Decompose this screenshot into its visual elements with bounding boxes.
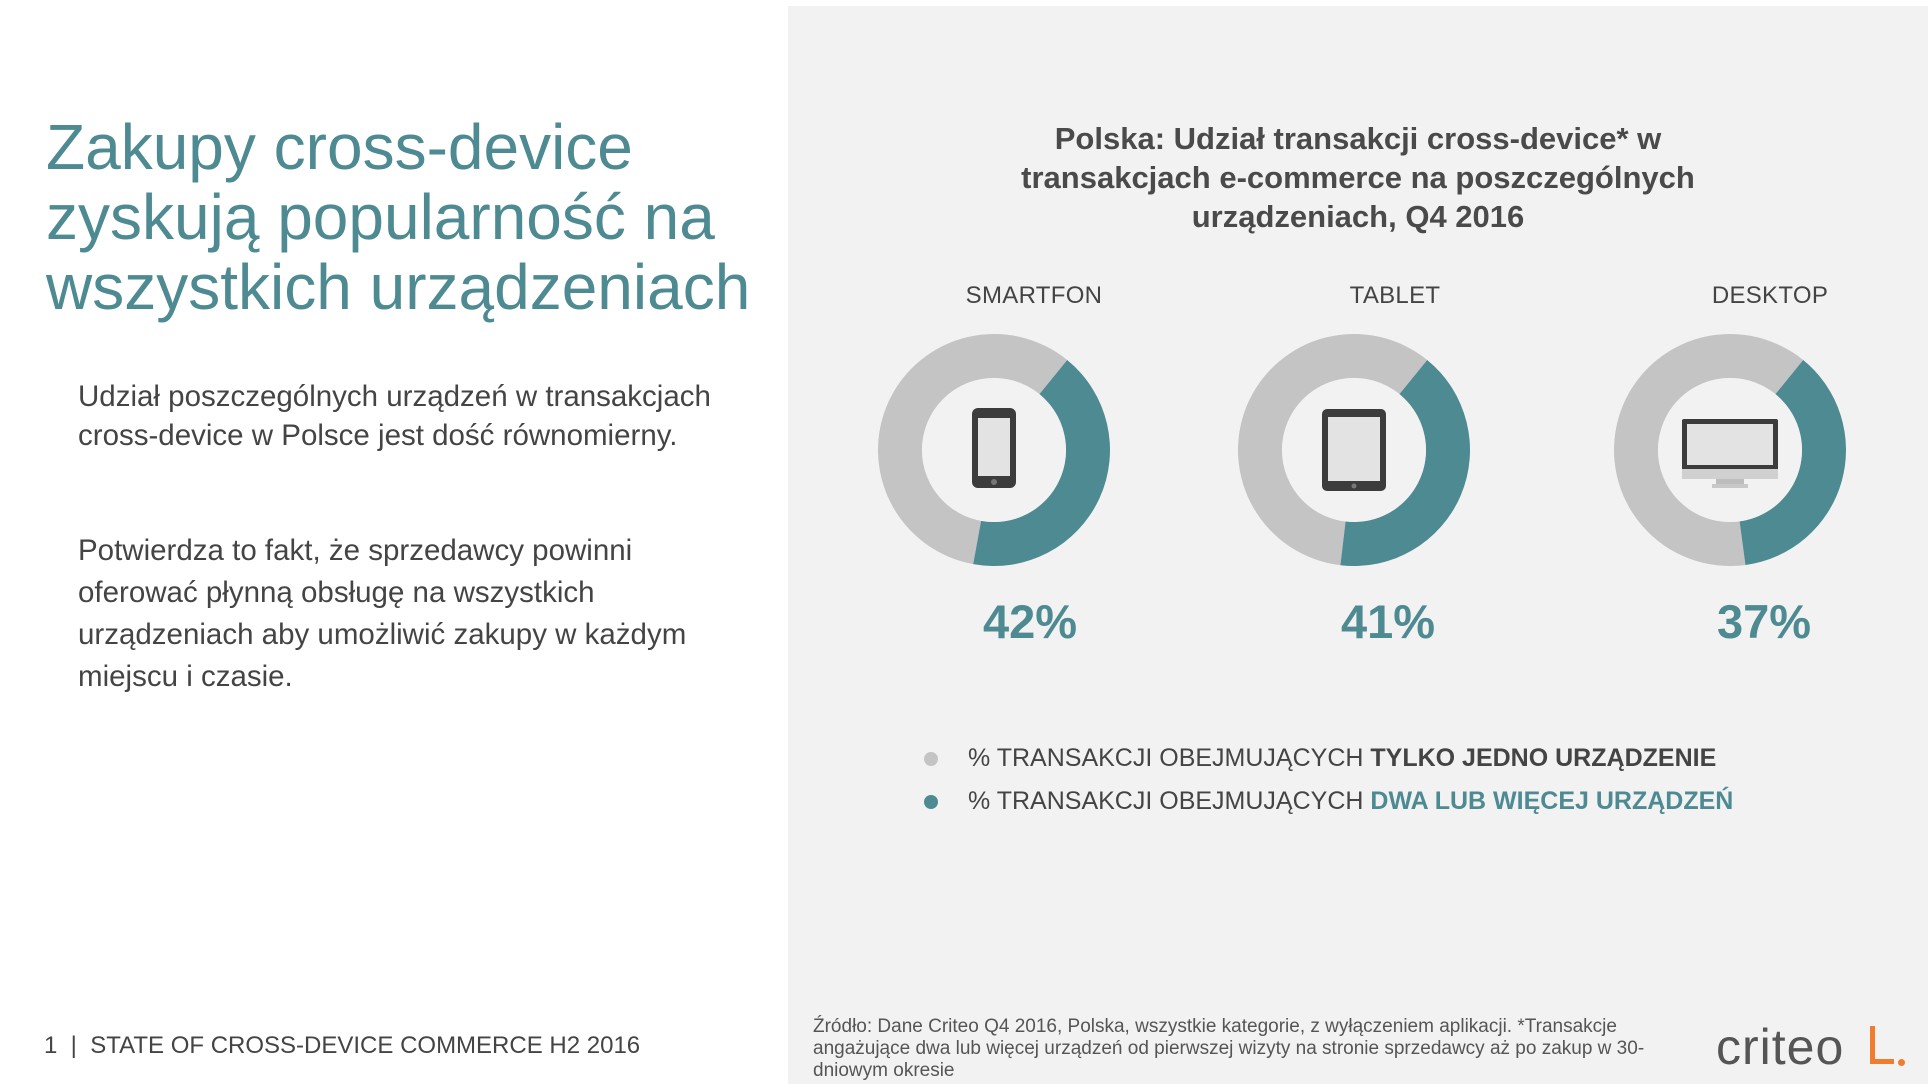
donut-segment-single-smartfon xyxy=(878,333,1068,565)
source-note: Źródło: Dane Criteo Q4 2016, Polska, wsz… xyxy=(813,1016,1645,1081)
conclusion-paragraph: Potwierdza to fakt, że sprzedawcy powinn… xyxy=(78,534,687,693)
desktop-monitor-icon xyxy=(1682,419,1778,488)
chart-title-line-3: urządzeniach, Q4 2016 xyxy=(1191,199,1525,234)
donut-segment-multi-smartfon xyxy=(973,360,1110,566)
headline: Zakupy cross-device zyskują popularność … xyxy=(46,112,786,322)
category-label-tablet: TABLET xyxy=(1349,282,1441,309)
percent-label-smartfon: 42% xyxy=(982,595,1078,648)
percent-label-desktop: 37% xyxy=(1716,595,1812,648)
chart-title: Polska: Udział transakcji cross-device* … xyxy=(788,119,1928,236)
chart-title-line-2: transakcjach e-commerce na poszczególnyc… xyxy=(1021,160,1695,195)
legend-prefix: % TRANSAKCJI OBEJMUJĄCYCH xyxy=(968,787,1371,815)
tablet-icon xyxy=(1322,409,1386,491)
chart-panel: Polska: Udział transakcji cross-device* … xyxy=(788,6,1928,1084)
legend-item-single-device: % TRANSAKCJI OBEJMUJĄCYCH TYLKO JEDNO UR… xyxy=(924,744,1716,773)
left-panel: Zakupy cross-device zyskują popularność … xyxy=(0,0,788,1084)
legend-emphasis: DWA LUB WIĘCEJ URZĄDZEŃ xyxy=(1370,787,1734,815)
legend-dot-grey xyxy=(924,751,938,766)
category-label-desktop: DESKTOP xyxy=(1711,282,1829,309)
headline-line-2: zyskują popularność na xyxy=(46,181,715,253)
intro-paragraph: Udział poszczególnych urządzeń w transak… xyxy=(78,380,711,452)
legend-dot-teal xyxy=(924,794,938,809)
category-label-smartfon: SMARTFON xyxy=(965,282,1103,309)
legend-emphasis: TYLKO JEDNO URZĄDZENIE xyxy=(1370,744,1717,772)
donut-segment-single-tablet xyxy=(1237,333,1428,566)
legend-prefix: % TRANSAKCJI OBEJMUJĄCYCH xyxy=(968,744,1371,772)
footer-page-label: 1 | STATE OF CROSS-DEVICE COMMERCE H2 20… xyxy=(44,1032,641,1059)
logo-dot xyxy=(1898,1059,1905,1066)
donut-charts xyxy=(878,333,1847,566)
chart-title-line-1: Polska: Udział transakcji cross-device* … xyxy=(1054,121,1662,156)
legend-item-multi-device: % TRANSAKCJI OBEJMUJĄCYCH DWA LUB WIĘCEJ… xyxy=(924,787,1733,816)
criteo-logo: criteo xyxy=(1716,1019,1845,1075)
donut-segment-single-desktop xyxy=(1614,333,1804,566)
percent-label-tablet: 41% xyxy=(1340,595,1436,648)
headline-line-3: wszystkich urządzeniach xyxy=(46,251,751,323)
smartphone-icon xyxy=(972,408,1016,488)
donut-segment-multi-desktop xyxy=(1739,360,1847,565)
donut-segment-multi-tablet xyxy=(1340,360,1470,566)
headline-line-1: Zakupy cross-device xyxy=(46,111,633,183)
logo-mark xyxy=(1870,1026,1894,1064)
